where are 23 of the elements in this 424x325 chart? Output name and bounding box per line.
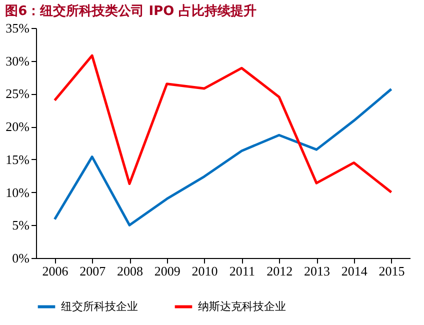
y-tick-label: 0% bbox=[12, 250, 30, 266]
x-tick-label: 2006 bbox=[42, 264, 69, 278]
y-tick-label: 15% bbox=[6, 152, 30, 167]
x-tick-label: 2014 bbox=[341, 264, 368, 278]
x-tick-label: 2009 bbox=[154, 264, 180, 278]
line-series bbox=[53, 54, 393, 194]
y-tick-label: 20% bbox=[6, 119, 30, 134]
y-tick-label: 25% bbox=[6, 86, 30, 102]
y-tick-label: 35% bbox=[6, 20, 30, 36]
legend-label: 纳斯达克科技企业 bbox=[198, 300, 286, 313]
x-tick-label: 2013 bbox=[304, 264, 330, 278]
legend-label: 纽交所科技企业 bbox=[61, 300, 138, 313]
x-tick-label: 2015 bbox=[378, 264, 405, 278]
line-series bbox=[53, 88, 393, 226]
x-tick-label: 2010 bbox=[192, 264, 218, 278]
y-tick-label: 10% bbox=[6, 184, 30, 200]
x-tick-label: 2012 bbox=[266, 264, 293, 278]
y-tick-label: 30% bbox=[6, 53, 30, 68]
x-tick-label: 2008 bbox=[117, 264, 143, 278]
chart-title: 图6：纽交所科技类公司 IPO 占比持续提升 bbox=[5, 3, 257, 19]
y-tick-label: 5% bbox=[12, 218, 30, 233]
x-tick-label: 2007 bbox=[80, 264, 106, 278]
x-tick-label: 2011 bbox=[229, 264, 255, 278]
